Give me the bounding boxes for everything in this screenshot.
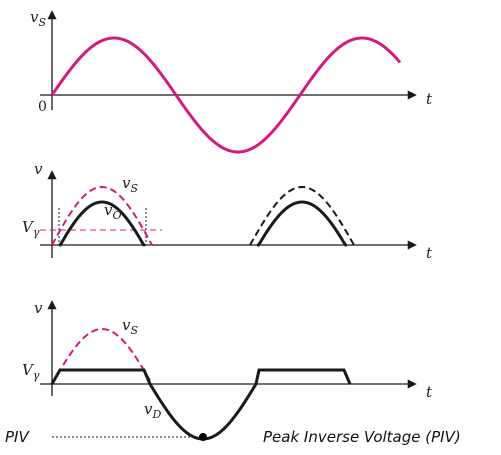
panel2-vs-label: vS <box>122 174 138 195</box>
piv-point-marker <box>199 433 207 441</box>
panel3-source-half-wave <box>51 327 153 385</box>
panel1-source-sine-wave <box>50 36 402 154</box>
panel1-y-label: vS <box>30 8 46 29</box>
panel-output-voltage: v t vS vO Vγ <box>22 160 433 262</box>
panel2-vgamma-label: Vγ <box>22 218 40 239</box>
piv-description: Peak Inverse Voltage (PIV) <box>263 428 461 446</box>
panel3-vgamma-label: Vγ <box>22 361 40 382</box>
panel2-vo-label: vO <box>104 201 122 222</box>
panel2-output-half-wave-1 <box>58 200 146 247</box>
panel2-output-half-wave-2 <box>257 200 347 247</box>
panel2-y-label: v <box>34 160 43 178</box>
piv-label: PIV <box>5 428 30 446</box>
panel1-x-label: t <box>426 90 433 108</box>
panel-diode-voltage: v t vS vD Vγ PIV Peak Inverse Voltage (P… <box>5 299 461 446</box>
panel3-vs-label: vS <box>122 316 138 337</box>
panel3-x-label: t <box>426 383 433 401</box>
panel-source-voltage: vS t 0 <box>30 8 433 154</box>
panel3-y-label: v <box>34 299 43 317</box>
panel1-origin-label: 0 <box>38 99 47 115</box>
panel2-x-label: t <box>426 244 433 262</box>
panel2-source-half-wave-1 <box>51 185 153 246</box>
panel3-vd-label: vD <box>144 400 161 421</box>
panel2-source-half-wave-2 <box>249 185 355 246</box>
